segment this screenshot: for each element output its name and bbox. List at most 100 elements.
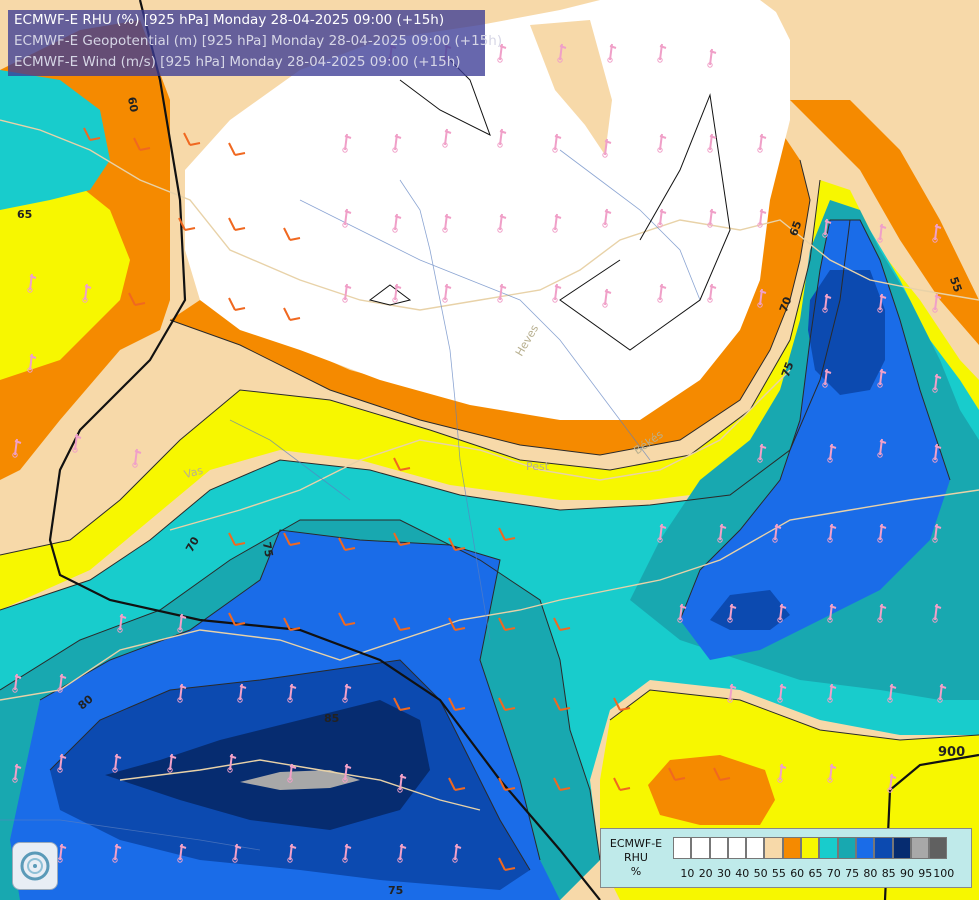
legend-swatch [910, 837, 930, 859]
legend-tick: 70 [826, 867, 841, 880]
wind-barb [932, 523, 942, 543]
wind-barb [887, 773, 897, 793]
band-90 [105, 700, 430, 830]
contour-label-60: 60 [124, 95, 141, 114]
wind-barb [283, 617, 301, 631]
country-borders [0, 119, 979, 811]
wind-barb [932, 293, 942, 313]
contour-label-65: 65 [17, 208, 33, 221]
wind-barb [877, 603, 887, 623]
wind-barb [448, 617, 466, 631]
wind-barb [497, 43, 507, 63]
wind-barb [677, 603, 687, 623]
legend-title-variable: RHU [624, 851, 648, 864]
header-panel: ECMWF-E RHU (%) [925 hPa] Monday 28-04-2… [8, 10, 502, 76]
wind-barb [877, 368, 887, 388]
wind-barb [602, 288, 612, 308]
wind-barb [283, 532, 301, 546]
wind-barb [932, 443, 942, 463]
legend-tick: 30 [717, 867, 731, 880]
wind-barb [877, 438, 887, 458]
wind-barb [657, 208, 667, 228]
wind-barb [287, 683, 297, 703]
wind-barb [553, 617, 571, 631]
wind-barb [112, 843, 122, 863]
wind-barb [393, 697, 411, 711]
wind-barb [112, 753, 122, 773]
wind-barb [772, 523, 782, 543]
band-60-east [790, 100, 979, 345]
tan-patch-ne [760, 0, 850, 30]
legend-swatch [673, 837, 692, 859]
wind-barb [822, 368, 832, 388]
wind-barb [932, 603, 942, 623]
wind-barb [932, 373, 942, 393]
wind-barb [392, 283, 402, 303]
wind-barb [757, 288, 767, 308]
legend-tick: 85 [881, 867, 896, 880]
rivers [0, 149, 701, 851]
wind-barb [393, 617, 411, 631]
legend-swatch [764, 837, 783, 859]
wind-barb [827, 763, 837, 783]
wind-barb [397, 773, 407, 793]
wind-barb [237, 683, 247, 703]
rhu-contours [0, 159, 979, 871]
wind-barb [657, 133, 667, 153]
wind-barb [338, 612, 356, 626]
wind-barb [448, 777, 466, 791]
wind-barb [228, 612, 246, 626]
wind-barb [227, 753, 237, 773]
band-60-south [170, 130, 810, 455]
wind-barb [342, 843, 352, 863]
legend-tick: 75 [845, 867, 860, 880]
wind-barb [287, 843, 297, 863]
wind-barb [12, 763, 22, 783]
legend-tick: 55 [771, 867, 786, 880]
wind-barb [128, 292, 146, 306]
contour-label-900: 900 [938, 745, 966, 760]
title-wind: ECMWF-E Wind (m/s) [925 hPa] Monday 28-0… [14, 54, 461, 70]
wind-barb [713, 767, 731, 781]
wind-barb [822, 293, 832, 313]
wind-barb [27, 353, 37, 373]
wind-barb [707, 208, 717, 228]
wind-barb [877, 523, 887, 543]
wind-barb [342, 283, 352, 303]
wind-barb [717, 523, 727, 543]
wind-barb [498, 857, 516, 871]
wind-barb [827, 443, 837, 463]
wind-barb [177, 613, 187, 633]
wind-barb [448, 697, 466, 711]
wind-barb [228, 532, 246, 546]
wind-barb [167, 753, 177, 773]
wind-barb [12, 673, 22, 693]
wind-barb [707, 283, 717, 303]
legend-swatches [673, 837, 948, 859]
wind-barb [727, 603, 737, 623]
band-95 [240, 770, 360, 790]
wind-barb [498, 527, 516, 541]
legend-tick: 60 [790, 867, 805, 880]
wind-barb [342, 133, 352, 153]
title-geopotential: ECMWF-E Geopotential (m) [925 hPa] Monda… [14, 33, 503, 49]
wind-barb [937, 683, 947, 703]
wind-barb [827, 683, 837, 703]
wind-barb [602, 208, 612, 228]
legend-title: ECMWF-E RHU % [603, 837, 669, 879]
wind-barb [552, 133, 562, 153]
wind-barb [228, 297, 246, 311]
wind-barb [393, 457, 411, 471]
wind-barb [777, 603, 787, 623]
wind-barb [607, 43, 617, 63]
wind-barb [57, 753, 67, 773]
tan-patch-north [530, 20, 612, 155]
wind-barb [342, 683, 352, 703]
wind-barb [657, 43, 667, 63]
wind-barb [117, 613, 127, 633]
ecmwf-logo-icon [12, 842, 58, 890]
white-zone [185, 0, 790, 420]
legend-tick: 20 [698, 867, 713, 880]
